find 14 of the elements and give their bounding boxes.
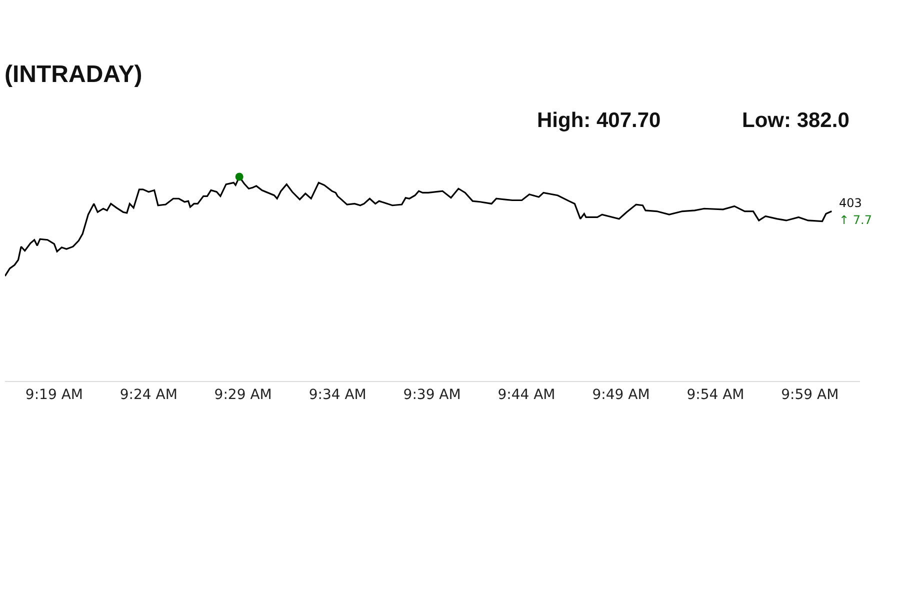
- chart-title: (INTRADAY): [4, 60, 142, 88]
- x-tick-label: 9:19 AM: [25, 386, 83, 403]
- x-tick-label: 9:44 AM: [498, 386, 556, 403]
- x-tick-label: 9:39 AM: [403, 386, 461, 403]
- annotation: 403: [839, 196, 862, 210]
- x-tick-label: 9:24 AM: [120, 386, 178, 403]
- x-tick-label: 9:49 AM: [592, 386, 650, 403]
- x-tick-label: 9:59 AM: [781, 386, 839, 403]
- x-tick-label: 9:54 AM: [686, 386, 744, 403]
- annotation: ↑ 7.7: [839, 213, 872, 227]
- text: Low: 382.0: [742, 109, 850, 132]
- text: High: 407.70: [537, 109, 661, 132]
- x-tick-label: 9:34 AM: [308, 386, 366, 403]
- x-tick-label: 9:29 AM: [214, 386, 272, 403]
